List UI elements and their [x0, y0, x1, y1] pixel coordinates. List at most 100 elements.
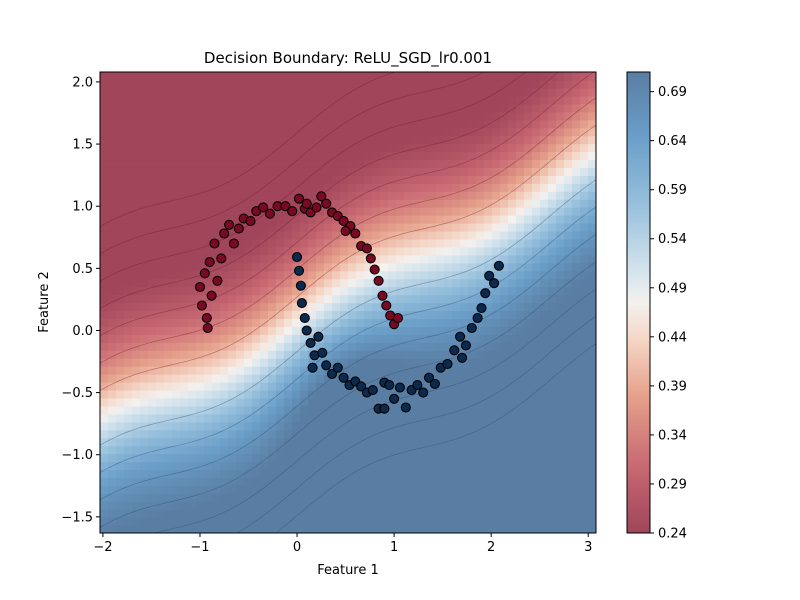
- heatmap-cell: [268, 238, 277, 248]
- heatmap-cell: [212, 95, 221, 105]
- heatmap-cell: [260, 445, 269, 455]
- heatmap-cell: [524, 183, 533, 192]
- heatmap-cell: [244, 103, 253, 113]
- heatmap-cell: [532, 270, 541, 280]
- heatmap-cell: [356, 318, 365, 327]
- heatmap-cell: [284, 421, 293, 431]
- heatmap-cell: [244, 199, 253, 208]
- heatmap-cell: [484, 143, 493, 153]
- heatmap-cell: [212, 517, 221, 526]
- heatmap-cell: [364, 238, 373, 248]
- heatmap-cell: [164, 525, 173, 533]
- heatmap-cell: [292, 159, 301, 168]
- heatmap-cell: [268, 350, 277, 359]
- heatmap-cell: [428, 223, 437, 232]
- heatmap-cell: [316, 175, 325, 184]
- heatmap-cell: [132, 477, 141, 486]
- heatmap-cell: [444, 127, 453, 137]
- heatmap-cell: [548, 334, 557, 343]
- heatmap-cell: [164, 79, 173, 89]
- heatmap-cell: [548, 310, 557, 319]
- heatmap-cell: [164, 413, 173, 423]
- heatmap-cell: [108, 183, 117, 192]
- heatmap-cell: [148, 310, 157, 319]
- class-1-point: [400, 402, 411, 413]
- heatmap-cell: [524, 230, 533, 240]
- heatmap-cell: [540, 95, 549, 105]
- heatmap-cell: [124, 143, 133, 153]
- heatmap-cell: [204, 517, 213, 526]
- class-0-point: [224, 219, 235, 230]
- heatmap-cell: [468, 111, 477, 121]
- heatmap-cell: [412, 318, 421, 327]
- heatmap-cell: [268, 326, 277, 335]
- heatmap-cell: [124, 286, 133, 296]
- heatmap-cell: [172, 230, 181, 240]
- heatmap-cell: [284, 445, 293, 455]
- heatmap-cell: [236, 103, 245, 113]
- heatmap-cell: [188, 453, 197, 463]
- heatmap-cell: [340, 485, 349, 494]
- heatmap-cell: [228, 167, 237, 176]
- heatmap-cell: [364, 167, 373, 176]
- heatmap-cell: [548, 175, 557, 184]
- heatmap-cell: [508, 223, 517, 232]
- heatmap-cell: [508, 286, 517, 296]
- heatmap-cell: [100, 159, 109, 168]
- heatmap-cell: [524, 437, 533, 447]
- heatmap-cell: [388, 151, 397, 161]
- heatmap-cell: [148, 334, 157, 343]
- heatmap-cell: [292, 493, 301, 502]
- heatmap-cell: [148, 167, 157, 176]
- heatmap-cell: [276, 238, 285, 248]
- heatmap-cell: [324, 72, 333, 81]
- heatmap-cell: [516, 445, 525, 455]
- heatmap-cell: [268, 151, 277, 161]
- heatmap-cell: [260, 342, 269, 351]
- heatmap-cell: [292, 230, 301, 240]
- heatmap-cell: [532, 111, 541, 121]
- heatmap-cell: [380, 509, 389, 518]
- heatmap-cell: [524, 485, 533, 494]
- heatmap-cell: [236, 461, 245, 471]
- heatmap-cell: [108, 350, 117, 359]
- heatmap-cell: [468, 381, 477, 391]
- heatmap-cell: [476, 429, 485, 439]
- heatmap-cell: [324, 167, 333, 176]
- heatmap-cell: [436, 477, 445, 486]
- heatmap-cell: [332, 525, 341, 533]
- heatmap-cell: [148, 358, 157, 367]
- heatmap-cell: [476, 294, 485, 304]
- heatmap-cell: [300, 469, 309, 478]
- heatmap-cell: [556, 199, 565, 208]
- heatmap-cell: [364, 509, 373, 518]
- heatmap-cell: [276, 230, 285, 240]
- heatmap-cell: [164, 358, 173, 367]
- heatmap-cell: [244, 95, 253, 105]
- class-0-point: [196, 300, 207, 311]
- heatmap-cell: [164, 199, 173, 208]
- heatmap-cell: [516, 79, 525, 89]
- heatmap-cell: [212, 103, 221, 113]
- heatmap-cell: [292, 437, 301, 447]
- heatmap-cell: [204, 143, 213, 153]
- heatmap-cell: [252, 501, 261, 510]
- heatmap-cell: [516, 294, 525, 304]
- heatmap-cell: [564, 230, 573, 240]
- heatmap-cell: [588, 246, 596, 256]
- heatmap-cell: [148, 207, 157, 216]
- heatmap-cell: [276, 405, 285, 415]
- heatmap-cell: [148, 199, 157, 208]
- heatmap-cell: [484, 95, 493, 105]
- heatmap-cell: [556, 119, 565, 129]
- heatmap-cell: [476, 270, 485, 280]
- heatmap-cell: [508, 175, 517, 184]
- heatmap-cell: [188, 111, 197, 121]
- heatmap-cell: [228, 72, 237, 81]
- heatmap-cell: [140, 453, 149, 463]
- heatmap-cell: [484, 223, 493, 232]
- heatmap-cell: [108, 191, 117, 200]
- heatmap-cell: [508, 421, 517, 431]
- heatmap-cell: [164, 302, 173, 312]
- heatmap-cell: [484, 421, 493, 431]
